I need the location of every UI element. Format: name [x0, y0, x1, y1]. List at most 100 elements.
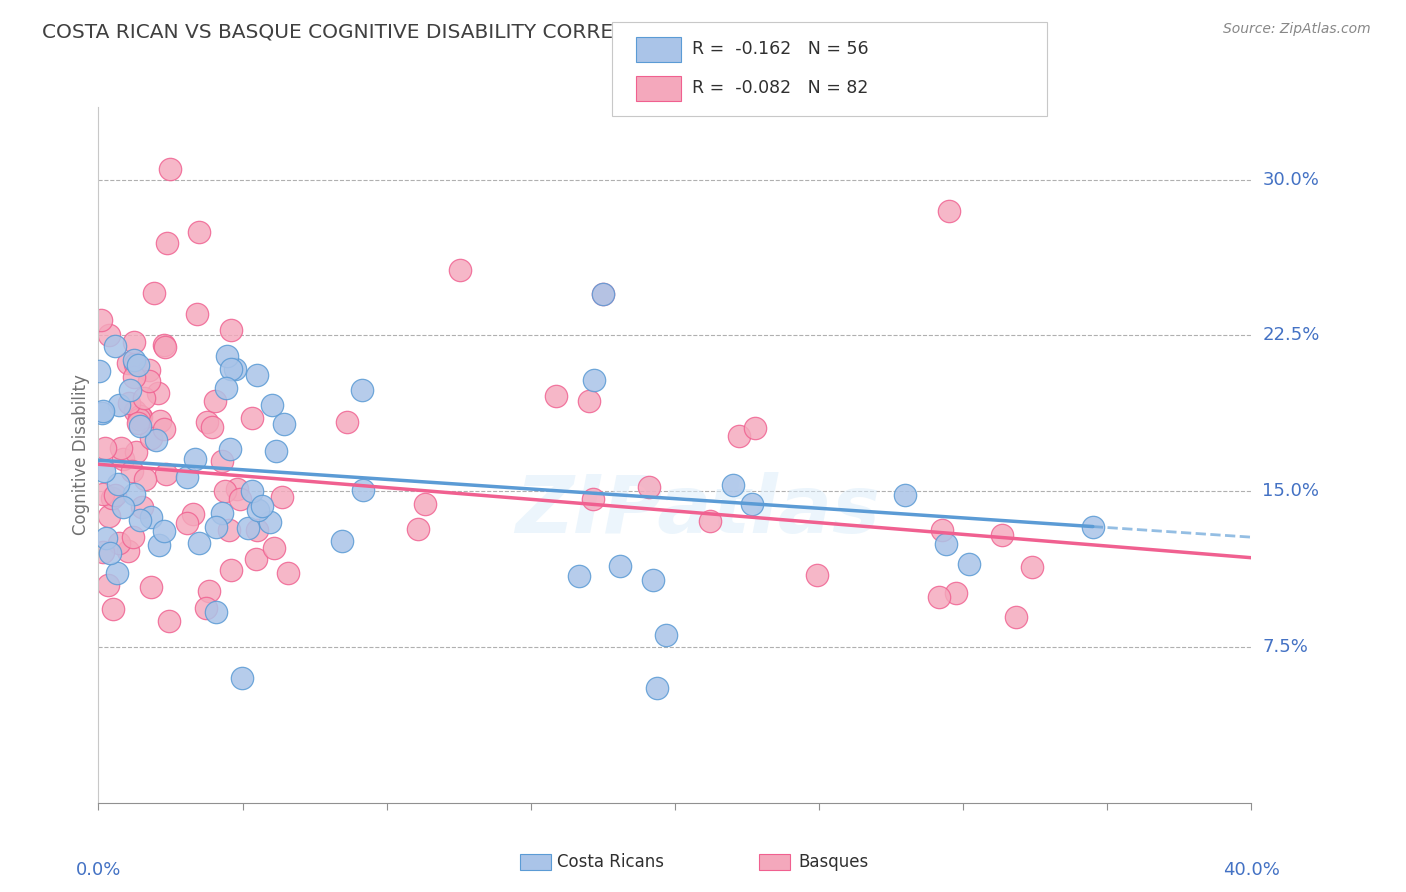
Point: [112, 500, 135, 515]
Point: [219, 323, 242, 337]
Point: [101, 491, 124, 506]
Point: [592, 287, 614, 301]
Point: [138, 374, 160, 388]
Point: [121, 464, 143, 478]
Point: [107, 566, 129, 580]
Text: Basques: Basques: [799, 853, 869, 871]
Point: [149, 414, 172, 428]
Point: [141, 580, 163, 594]
Point: [931, 523, 953, 537]
Point: [117, 544, 139, 558]
Text: R =  -0.082   N = 82: R = -0.082 N = 82: [692, 79, 868, 97]
Point: [128, 412, 150, 426]
Point: [247, 502, 270, 516]
Point: [146, 385, 169, 400]
Point: [98, 328, 121, 343]
Point: [107, 477, 129, 491]
Point: [129, 513, 152, 527]
Point: [107, 535, 129, 549]
Point: [91, 545, 114, 559]
Point: [252, 500, 274, 514]
Point: [211, 453, 233, 467]
Point: [1005, 610, 1028, 624]
Point: [129, 409, 152, 423]
Point: [131, 500, 153, 515]
Point: [112, 451, 135, 466]
Point: [225, 483, 247, 497]
Text: 0.0%: 0.0%: [76, 861, 121, 879]
Point: [204, 393, 226, 408]
Point: [638, 479, 661, 493]
Point: [928, 590, 950, 604]
Point: [153, 524, 176, 539]
Point: [806, 567, 828, 582]
Point: [134, 472, 156, 486]
Point: [893, 488, 915, 502]
Point: [240, 483, 263, 498]
Point: [215, 349, 238, 363]
Point: [408, 522, 430, 536]
Point: [127, 416, 149, 430]
Point: [141, 432, 163, 446]
Point: [122, 370, 145, 384]
Point: [143, 286, 166, 301]
Point: [153, 338, 176, 352]
Point: [122, 334, 145, 349]
Text: COSTA RICAN VS BASQUE COGNITIVE DISABILITY CORRELATION CHART: COSTA RICAN VS BASQUE COGNITIVE DISABILI…: [42, 22, 761, 41]
Point: [609, 558, 631, 573]
Text: 30.0%: 30.0%: [1263, 170, 1319, 189]
Point: [90, 406, 112, 420]
Point: [139, 510, 162, 524]
Point: [155, 467, 177, 481]
Point: [229, 491, 252, 506]
Point: [117, 356, 139, 370]
Point: [211, 506, 233, 520]
Point: [214, 483, 236, 498]
Text: 22.5%: 22.5%: [1263, 326, 1320, 344]
Point: [449, 262, 471, 277]
Point: [127, 358, 149, 372]
Text: Costa Ricans: Costa Ricans: [557, 853, 664, 871]
Point: [156, 236, 179, 251]
Point: [273, 417, 295, 432]
Point: [187, 535, 209, 549]
Point: [221, 362, 243, 376]
Point: [132, 391, 155, 405]
Point: [153, 340, 176, 354]
Point: [231, 672, 253, 686]
Point: [159, 162, 181, 177]
Point: [124, 353, 146, 368]
Point: [544, 389, 567, 403]
Point: [1021, 560, 1043, 574]
Point: [96, 531, 118, 545]
Point: [938, 203, 960, 218]
Point: [90, 312, 112, 326]
Y-axis label: Cognitive Disability: Cognitive Disability: [72, 375, 90, 535]
Point: [184, 452, 207, 467]
Point: [186, 307, 208, 321]
Point: [352, 384, 374, 398]
Point: [945, 586, 967, 600]
Text: 7.5%: 7.5%: [1263, 638, 1309, 656]
Point: [218, 523, 240, 537]
Point: [181, 507, 204, 521]
Point: [215, 381, 238, 395]
Point: [957, 557, 980, 571]
Point: [352, 483, 374, 497]
Point: [91, 404, 114, 418]
Point: [413, 497, 436, 511]
Point: [98, 546, 121, 560]
Point: [122, 487, 145, 501]
Point: [728, 429, 751, 443]
Point: [224, 362, 246, 376]
Point: [259, 515, 281, 529]
Point: [124, 404, 146, 418]
Point: [645, 681, 668, 696]
Point: [195, 415, 218, 429]
Point: [582, 492, 605, 507]
Point: [201, 419, 224, 434]
Point: [198, 583, 221, 598]
Point: [138, 363, 160, 377]
Point: [263, 541, 285, 555]
Point: [104, 339, 127, 353]
